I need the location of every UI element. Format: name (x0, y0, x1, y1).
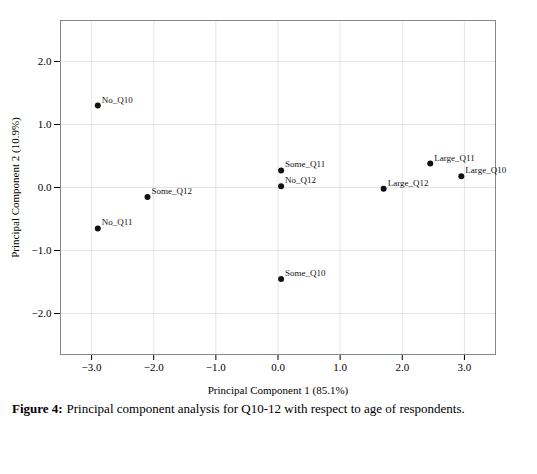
svg-text:Large_Q11: Large_Q11 (434, 153, 475, 163)
svg-text:0.0: 0.0 (38, 181, 52, 193)
svg-text:Large_Q10: Large_Q10 (465, 165, 506, 175)
svg-text:−1.0: −1.0 (32, 244, 52, 256)
svg-text:1.0: 1.0 (333, 361, 347, 373)
svg-text:−2.0: −2.0 (32, 307, 52, 319)
svg-text:2.0: 2.0 (38, 55, 52, 67)
svg-text:No_Q11: No_Q11 (102, 217, 133, 227)
svg-text:2.0: 2.0 (395, 361, 409, 373)
svg-text:Some_Q10: Some_Q10 (285, 268, 326, 278)
svg-text:Principal Component 1 (85.1%): Principal Component 1 (85.1%) (208, 384, 349, 397)
html-text:Figure 4: Principal component: Figure 4: Principal component analysis f… (12, 401, 465, 416)
svg-text:−2.0: −2.0 (144, 361, 164, 373)
svg-text:1.0: 1.0 (38, 118, 52, 130)
svg-text:Some_Q11: Some_Q11 (285, 159, 325, 169)
svg-text:No_Q12: No_Q12 (285, 175, 316, 185)
svg-text:3.0: 3.0 (458, 361, 472, 373)
svg-text:Some_Q12: Some_Q12 (152, 186, 193, 196)
svg-text:Large_Q12: Large_Q12 (388, 178, 429, 188)
svg-text:0.0: 0.0 (271, 361, 285, 373)
svg-text:−1.0: −1.0 (206, 361, 226, 373)
svg-text:No_Q10: No_Q10 (102, 95, 133, 105)
svg-text:−3.0: −3.0 (82, 361, 102, 373)
svg-text:Principal Component 2 (10.9%): Principal Component 2 (10.9%) (9, 117, 22, 258)
